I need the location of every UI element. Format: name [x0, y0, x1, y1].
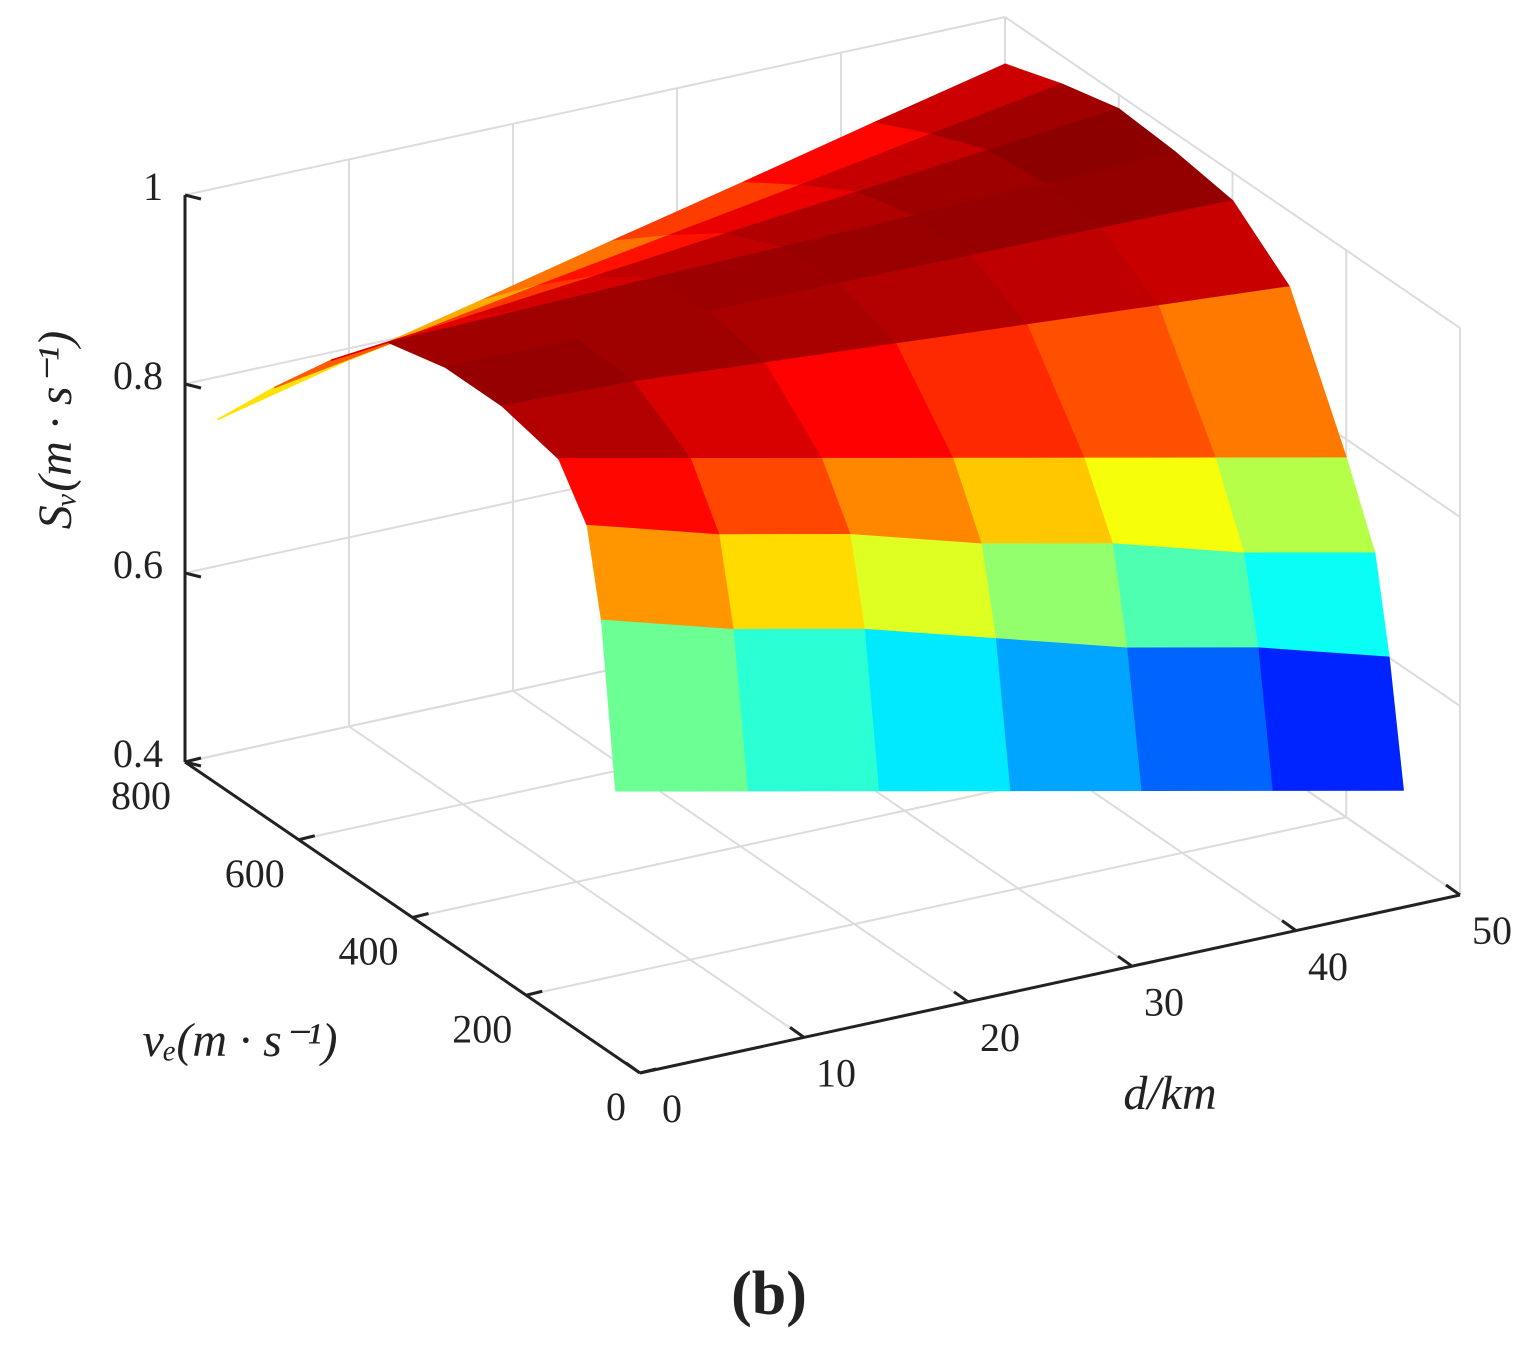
surface-cell	[863, 628, 1011, 792]
surface-cell	[1111, 543, 1259, 649]
z-tick-label: 0.8	[113, 353, 163, 398]
tick-mark	[184, 760, 202, 768]
x-tick-label: 40	[1308, 944, 1348, 989]
caption: (b)	[731, 1260, 807, 1328]
tick-mark	[639, 1067, 657, 1075]
x-tick-label: 10	[816, 1051, 856, 1096]
x-tick-label: 30	[1144, 979, 1184, 1024]
surface-cell	[732, 628, 880, 792]
x-tick-label: 0	[662, 1086, 682, 1131]
tick-mark	[953, 990, 969, 1004]
y-tick-label: 200	[452, 1006, 512, 1051]
z-tick-label: 0.4	[113, 731, 163, 776]
surface-cell	[217, 336, 407, 421]
y-tick-label: 0	[606, 1084, 626, 1129]
tick-mark	[625, 1061, 641, 1075]
tick-mark	[298, 834, 316, 842]
x-tick-label: 20	[980, 1015, 1020, 1060]
surface-cell	[980, 543, 1128, 649]
x-axis-label: d/km	[1123, 1067, 1216, 1120]
surface-cell	[994, 638, 1142, 792]
tick-mark	[789, 1026, 805, 1039]
tick-mark	[184, 193, 202, 201]
surface-cell	[586, 524, 734, 631]
tick-mark	[1117, 954, 1133, 968]
surface-cell	[1242, 552, 1390, 659]
tick-mark	[525, 989, 543, 997]
y-axis-label: vₑ(m · s⁻¹)	[143, 1014, 338, 1067]
y-tick-label: 400	[339, 929, 399, 974]
axis-line	[639, 893, 1461, 1075]
y-tick-label: 600	[225, 851, 285, 896]
surface-cell	[849, 534, 997, 640]
y-tick-label: 800	[111, 773, 171, 818]
x-tick-label: 50	[1472, 908, 1512, 953]
grid-line	[184, 16, 1006, 196]
surface-cell	[1125, 647, 1273, 791]
tick-mark	[1445, 883, 1461, 897]
surface-cell	[717, 534, 865, 631]
surface-cell	[600, 619, 748, 792]
z-tick-label: 0.6	[113, 542, 163, 587]
surface-cell	[558, 458, 720, 536]
grid-line	[526, 816, 1347, 997]
grid-line	[1004, 16, 1461, 329]
tick-mark	[412, 912, 429, 919]
z-tick-label: 1	[143, 164, 163, 209]
tick-mark	[184, 571, 202, 579]
tick-mark	[184, 382, 202, 390]
tick-mark	[1281, 919, 1297, 932]
surface-cell	[1256, 647, 1404, 791]
z-axis-label: Sᵥ(m · s⁻¹)	[29, 331, 82, 529]
